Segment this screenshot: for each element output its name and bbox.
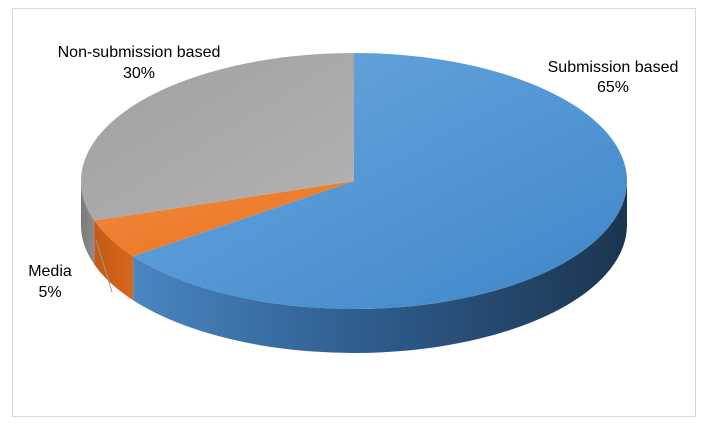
leader-line-media [95, 239, 113, 293]
pie-side-orange [94, 220, 134, 301]
data-label-non-submission-based-pct: 30% [123, 65, 155, 82]
data-label-non-submission-based-name: Non-submission based [58, 44, 221, 61]
pie-slice-media [94, 181, 355, 257]
pie-slice-non-submission-based [81, 53, 354, 221]
data-label-media-name: Media [28, 263, 72, 280]
pie-side-blue [133, 181, 627, 354]
pie-side-gray [81, 181, 95, 265]
pie-slice-submission-based [133, 53, 627, 309]
data-label-submission-based-name: Submission based [548, 59, 679, 76]
data-label-media-pct: 5% [38, 284, 61, 301]
data-label-submission-based-pct: 65% [597, 79, 629, 96]
